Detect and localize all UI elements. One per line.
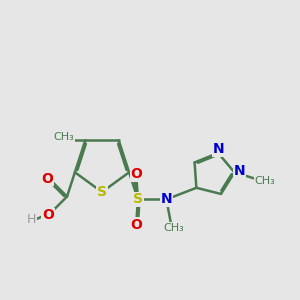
Text: S: S [133,192,143,206]
Text: CH₃: CH₃ [164,223,184,233]
Text: N: N [160,192,172,206]
Text: O: O [130,218,142,232]
Text: O: O [130,167,142,181]
Text: H: H [27,213,36,226]
Text: N: N [212,142,224,156]
Text: S: S [97,185,107,199]
Text: N: N [234,164,246,178]
Text: O: O [41,172,53,186]
Text: CH₃: CH₃ [255,176,275,186]
Text: O: O [42,208,54,223]
Text: CH₃: CH₃ [53,132,74,142]
